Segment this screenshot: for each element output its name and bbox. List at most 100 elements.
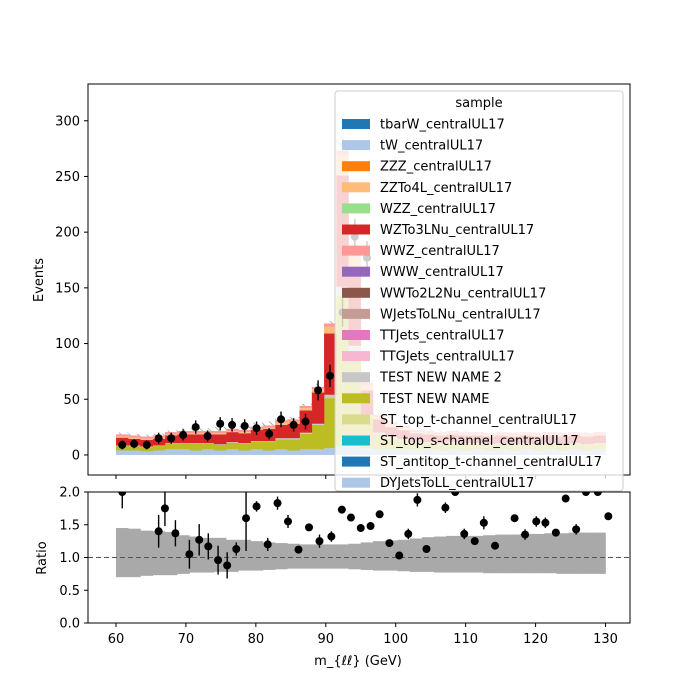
ratio-point [395, 551, 404, 560]
stack-bar [213, 434, 227, 445]
ratio-point [273, 499, 282, 508]
ratio-point [604, 512, 613, 521]
legend-swatch [342, 308, 370, 319]
data-point [252, 424, 261, 433]
legend-swatch [342, 477, 370, 488]
ratio-point [561, 494, 570, 503]
stack-bar [250, 449, 264, 455]
uncertainty-bar [324, 321, 337, 324]
data-point [289, 420, 298, 429]
data-point [203, 432, 212, 441]
stack-bar [299, 433, 313, 450]
ratio-point [327, 532, 336, 541]
ratio-points [118, 492, 613, 579]
ratio-band-bar [262, 542, 276, 570]
legend-swatch [342, 351, 370, 362]
ratio-band-bar [360, 542, 374, 570]
legend-entry: WZZ_centralUL17 [342, 202, 496, 217]
stack-bar [140, 436, 153, 439]
ratio-band-bar [177, 535, 190, 574]
stack-bar [164, 443, 178, 450]
stack-bar [287, 450, 300, 455]
y-tick-label: 150 [55, 281, 80, 296]
ratio-point [451, 492, 460, 496]
legend-swatch [342, 456, 370, 467]
y-tick-label: 2.0 [59, 486, 80, 501]
stack-bar [324, 326, 337, 334]
y-tick-label: 1.0 [59, 551, 80, 566]
stack-bar [311, 449, 325, 455]
y-tick-label: 0.0 [59, 617, 80, 632]
data-point [216, 419, 225, 428]
data-point [154, 434, 163, 443]
legend-label: tbarW_centralUL17 [380, 118, 505, 133]
y-tick-label: 0 [72, 448, 80, 463]
data-point [167, 434, 176, 443]
ratio-point [346, 513, 355, 522]
ratio-band-bar [140, 530, 153, 576]
ratio-point [375, 510, 384, 519]
legend-entry: TEST NEW NAME 2 [342, 371, 502, 386]
stack-bar [299, 432, 313, 434]
legend-swatch [342, 203, 370, 214]
data-point [130, 439, 139, 448]
legend-swatch [342, 245, 370, 256]
stack-bar [189, 443, 202, 444]
ratio-point [195, 535, 204, 544]
legend-entry: WWW_centralUL17 [342, 265, 504, 280]
ratio-band-bar [115, 528, 129, 578]
stack-bar [177, 443, 190, 444]
legend-label: ZZZ_centralUL17 [380, 160, 492, 175]
legend-swatch [342, 161, 370, 172]
ratio-band-bar [238, 539, 251, 571]
legend: sample tbarW_centralUL17 tW_centralUL17 ZZ… [334, 90, 624, 492]
stack-bar [324, 333, 337, 395]
stack-bar [213, 444, 227, 445]
ratio-band-bar [164, 531, 178, 576]
legend-swatch [342, 372, 370, 383]
stack-bar [189, 434, 202, 444]
y-tick-label: 0.5 [59, 584, 80, 599]
stack-bar [189, 450, 202, 455]
ratio-point [284, 517, 293, 526]
legend-swatch [342, 393, 370, 404]
ratio-point [252, 502, 261, 511]
legend-title: sample [455, 96, 502, 111]
stack-bar [324, 323, 337, 327]
stack-bar [201, 443, 215, 444]
ratio-band-bar [544, 533, 557, 574]
stack-bar [238, 450, 251, 455]
ratio-point [551, 528, 560, 537]
ratio-y-ticks: 0.0 0.5 1.0 1.5 2.0 [59, 486, 88, 632]
data-point [142, 440, 151, 449]
legend-label: TTJets_centralUL17 [379, 329, 505, 344]
legend-swatch [342, 266, 370, 277]
legend-label: WWTo2L2Nu_centralUL17 [380, 286, 546, 301]
legend-label: DYJetsToLL_centralUL17 [380, 476, 534, 491]
legend-entry: tW_centralUL17 [342, 139, 483, 154]
legend-entry: ST_top_t-channel_centralUL17 [342, 413, 577, 428]
stack-bar [238, 443, 251, 444]
ratio-point [160, 504, 169, 513]
legend-entry: WWTo2L2Nu_centralUL17 [342, 286, 546, 301]
ratio-point [491, 541, 500, 550]
stack-bar [262, 441, 276, 442]
ratio-point [232, 544, 241, 553]
legend-entry: ST_top_s-channel_centralUL17 [342, 434, 579, 449]
data-point [265, 429, 274, 438]
ratio-band-bar [128, 528, 141, 578]
data-point [277, 415, 286, 424]
y-tick-label: 200 [55, 226, 80, 241]
ratio-point [118, 492, 127, 496]
ratio-point [214, 556, 223, 565]
ratio-uncertainty-band [115, 528, 606, 578]
ratio-band-bar [250, 541, 264, 571]
stack-bar [299, 449, 313, 455]
stack-bar [213, 430, 227, 434]
uncertainty-bar [140, 434, 153, 437]
legend-label: ST_top_s-channel_centralUL17 [380, 434, 579, 449]
data-point [314, 386, 323, 395]
stack-bar [140, 438, 153, 440]
stack-bar [275, 438, 288, 440]
